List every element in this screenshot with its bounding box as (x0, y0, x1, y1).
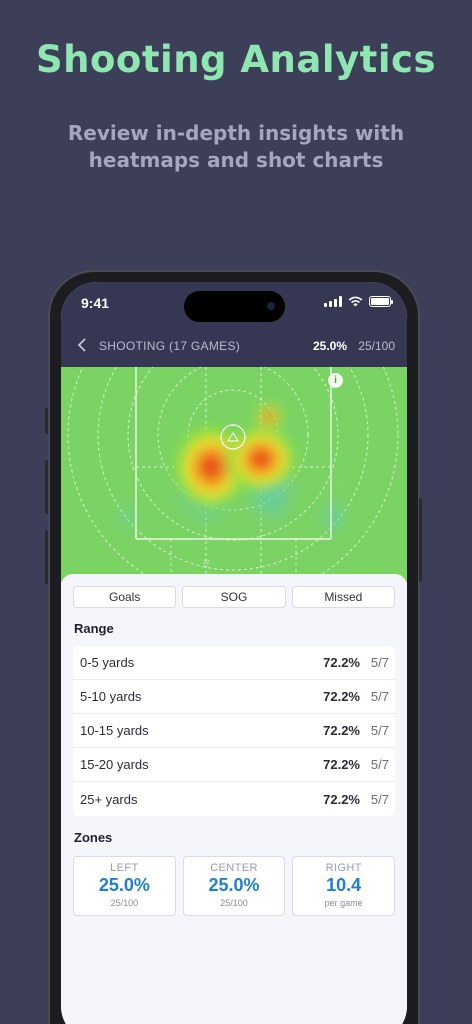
field-svg (61, 367, 407, 582)
range-fraction: 5/7 (370, 723, 389, 738)
zone-sub: per game (324, 898, 363, 908)
battery-icon (369, 296, 393, 307)
phone-volume-down (45, 530, 48, 584)
signal-icon (324, 296, 342, 307)
zone-label: LEFT (110, 862, 139, 874)
tab-goals[interactable]: Goals (73, 586, 177, 608)
promo-subtitle: Review in-depth insights with heatmaps a… (67, 121, 405, 172)
range-label: 15-20 yards (80, 757, 149, 772)
range-label: 25+ yards (80, 791, 138, 807)
range-row[interactable]: 0-5 yards 72.2% 5/7 (73, 646, 395, 680)
header: 9:41 SHOOTING (17 GAMES) 25.0% 25/100 (61, 282, 407, 367)
camera-icon (267, 302, 275, 310)
range-percentage: 72.2% (323, 723, 360, 738)
app-screen: 9:41 SHOOTING (17 GAMES) 25.0% 25/100 (61, 282, 407, 1024)
wifi-icon (348, 296, 363, 307)
tab-sog[interactable]: SOG (182, 586, 286, 608)
stats-sheet: Goals SOG Missed Range 0-5 yards 72.2% 5… (61, 574, 407, 1024)
field-hash-lines (170, 539, 297, 582)
phone-power-button (419, 498, 422, 582)
status-time: 9:41 (81, 295, 110, 311)
shooting-percentage: 25.0% (312, 339, 347, 353)
page-title: SHOOTING (17 GAMES) (99, 339, 241, 353)
zone-value: 25.0% (208, 875, 260, 895)
chevron-left-icon (77, 338, 86, 352)
shot-heatmap[interactable] (61, 367, 407, 582)
zones-cards: LEFT 25.0% 25/100 CENTER 25.0% 25/100 RI… (73, 856, 396, 916)
zone-card-left[interactable]: LEFT 25.0% 25/100 (73, 856, 176, 916)
range-label: 5-10 yards (80, 689, 142, 704)
heat-blobs (112, 402, 349, 541)
shot-filter-tabs: Goals SOG Missed (73, 586, 395, 608)
range-percentage: 72.2% (323, 689, 360, 704)
phone-volume-up (45, 460, 48, 514)
tab-missed[interactable]: Missed (291, 586, 395, 608)
range-label: 10-15 yards (80, 723, 149, 738)
range-percentage: 72.2% (323, 757, 360, 772)
status-icons (324, 296, 393, 307)
range-percentage: 72.2% (323, 655, 360, 670)
range-row[interactable]: 15-20 yards 72.2% 5/7 (73, 748, 395, 782)
zone-value: 10.4 (326, 875, 362, 895)
shooting-count: 25/100 (358, 339, 395, 353)
goal-marker: 22 (203, 560, 210, 566)
range-fraction: 5/7 (370, 791, 389, 807)
zone-label: CENTER (210, 862, 258, 874)
range-label: 0-5 yards (80, 655, 135, 670)
zone-value: 25.0% (98, 875, 150, 895)
range-fraction: 5/7 (370, 757, 389, 772)
range-list: 0-5 yards 72.2% 5/7 5-10 yards 72.2% 5/7… (73, 646, 395, 816)
dynamic-island (184, 291, 285, 322)
zone-label: RIGHT (325, 862, 362, 874)
range-row[interactable]: 5-10 yards 72.2% 5/7 (73, 680, 395, 714)
range-title: Range (74, 621, 114, 636)
zone-card-center[interactable]: CENTER 25.0% 25/100 (182, 856, 286, 916)
zone-card-right[interactable]: RIGHT 10.4 per game (292, 856, 396, 916)
range-fraction: 5/7 (370, 689, 389, 704)
range-row[interactable]: 10-15 yards 72.2% 5/7 (73, 714, 395, 748)
zones-title: Zones (74, 830, 113, 845)
range-row[interactable]: 25+ yards 72.2% 5/7 (73, 782, 395, 816)
promo-title: Shooting Analytics (36, 38, 436, 81)
zone-sub: 25/100 (220, 898, 248, 908)
range-fraction: 5/7 (370, 655, 389, 670)
field-lines (135, 367, 332, 540)
back-button[interactable] (77, 337, 87, 356)
zone-sub: 25/100 (110, 898, 139, 908)
range-percentage: 72.2% (323, 791, 360, 807)
info-icon[interactable]: i (328, 373, 343, 388)
phone-action-button (45, 408, 48, 434)
